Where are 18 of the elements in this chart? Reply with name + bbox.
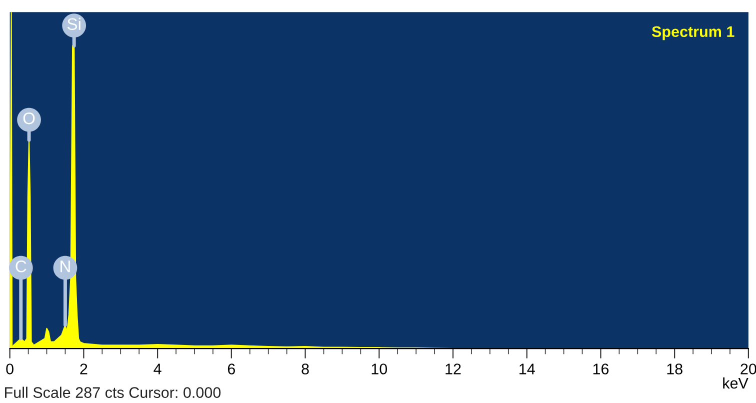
x-tick-label: 18 — [667, 364, 682, 374]
x-tick-label: 12 — [446, 364, 461, 374]
x-tick-label: 14 — [520, 364, 535, 374]
x-tick-label: 0 — [6, 364, 14, 374]
annotation: N — [60, 260, 70, 272]
annotation: Si — [67, 18, 80, 30]
x-tick-label: 20 — [740, 364, 756, 374]
text: Full Scale 287 cts Cursor: 0.000 — [5, 386, 221, 398]
text: Spectrum 1 — [652, 26, 734, 40]
annotation: O — [23, 112, 35, 124]
x-tick-label: 10 — [372, 364, 388, 374]
x-tick-label: 6 — [228, 364, 235, 374]
x-tick-label: 8 — [302, 364, 309, 374]
x-tick-label: 16 — [593, 364, 609, 374]
x-tick-label: 4 — [154, 364, 162, 374]
x-tick-label: 2 — [80, 364, 88, 374]
x-axis-title: keV — [723, 377, 748, 389]
annotation: C — [16, 260, 26, 272]
